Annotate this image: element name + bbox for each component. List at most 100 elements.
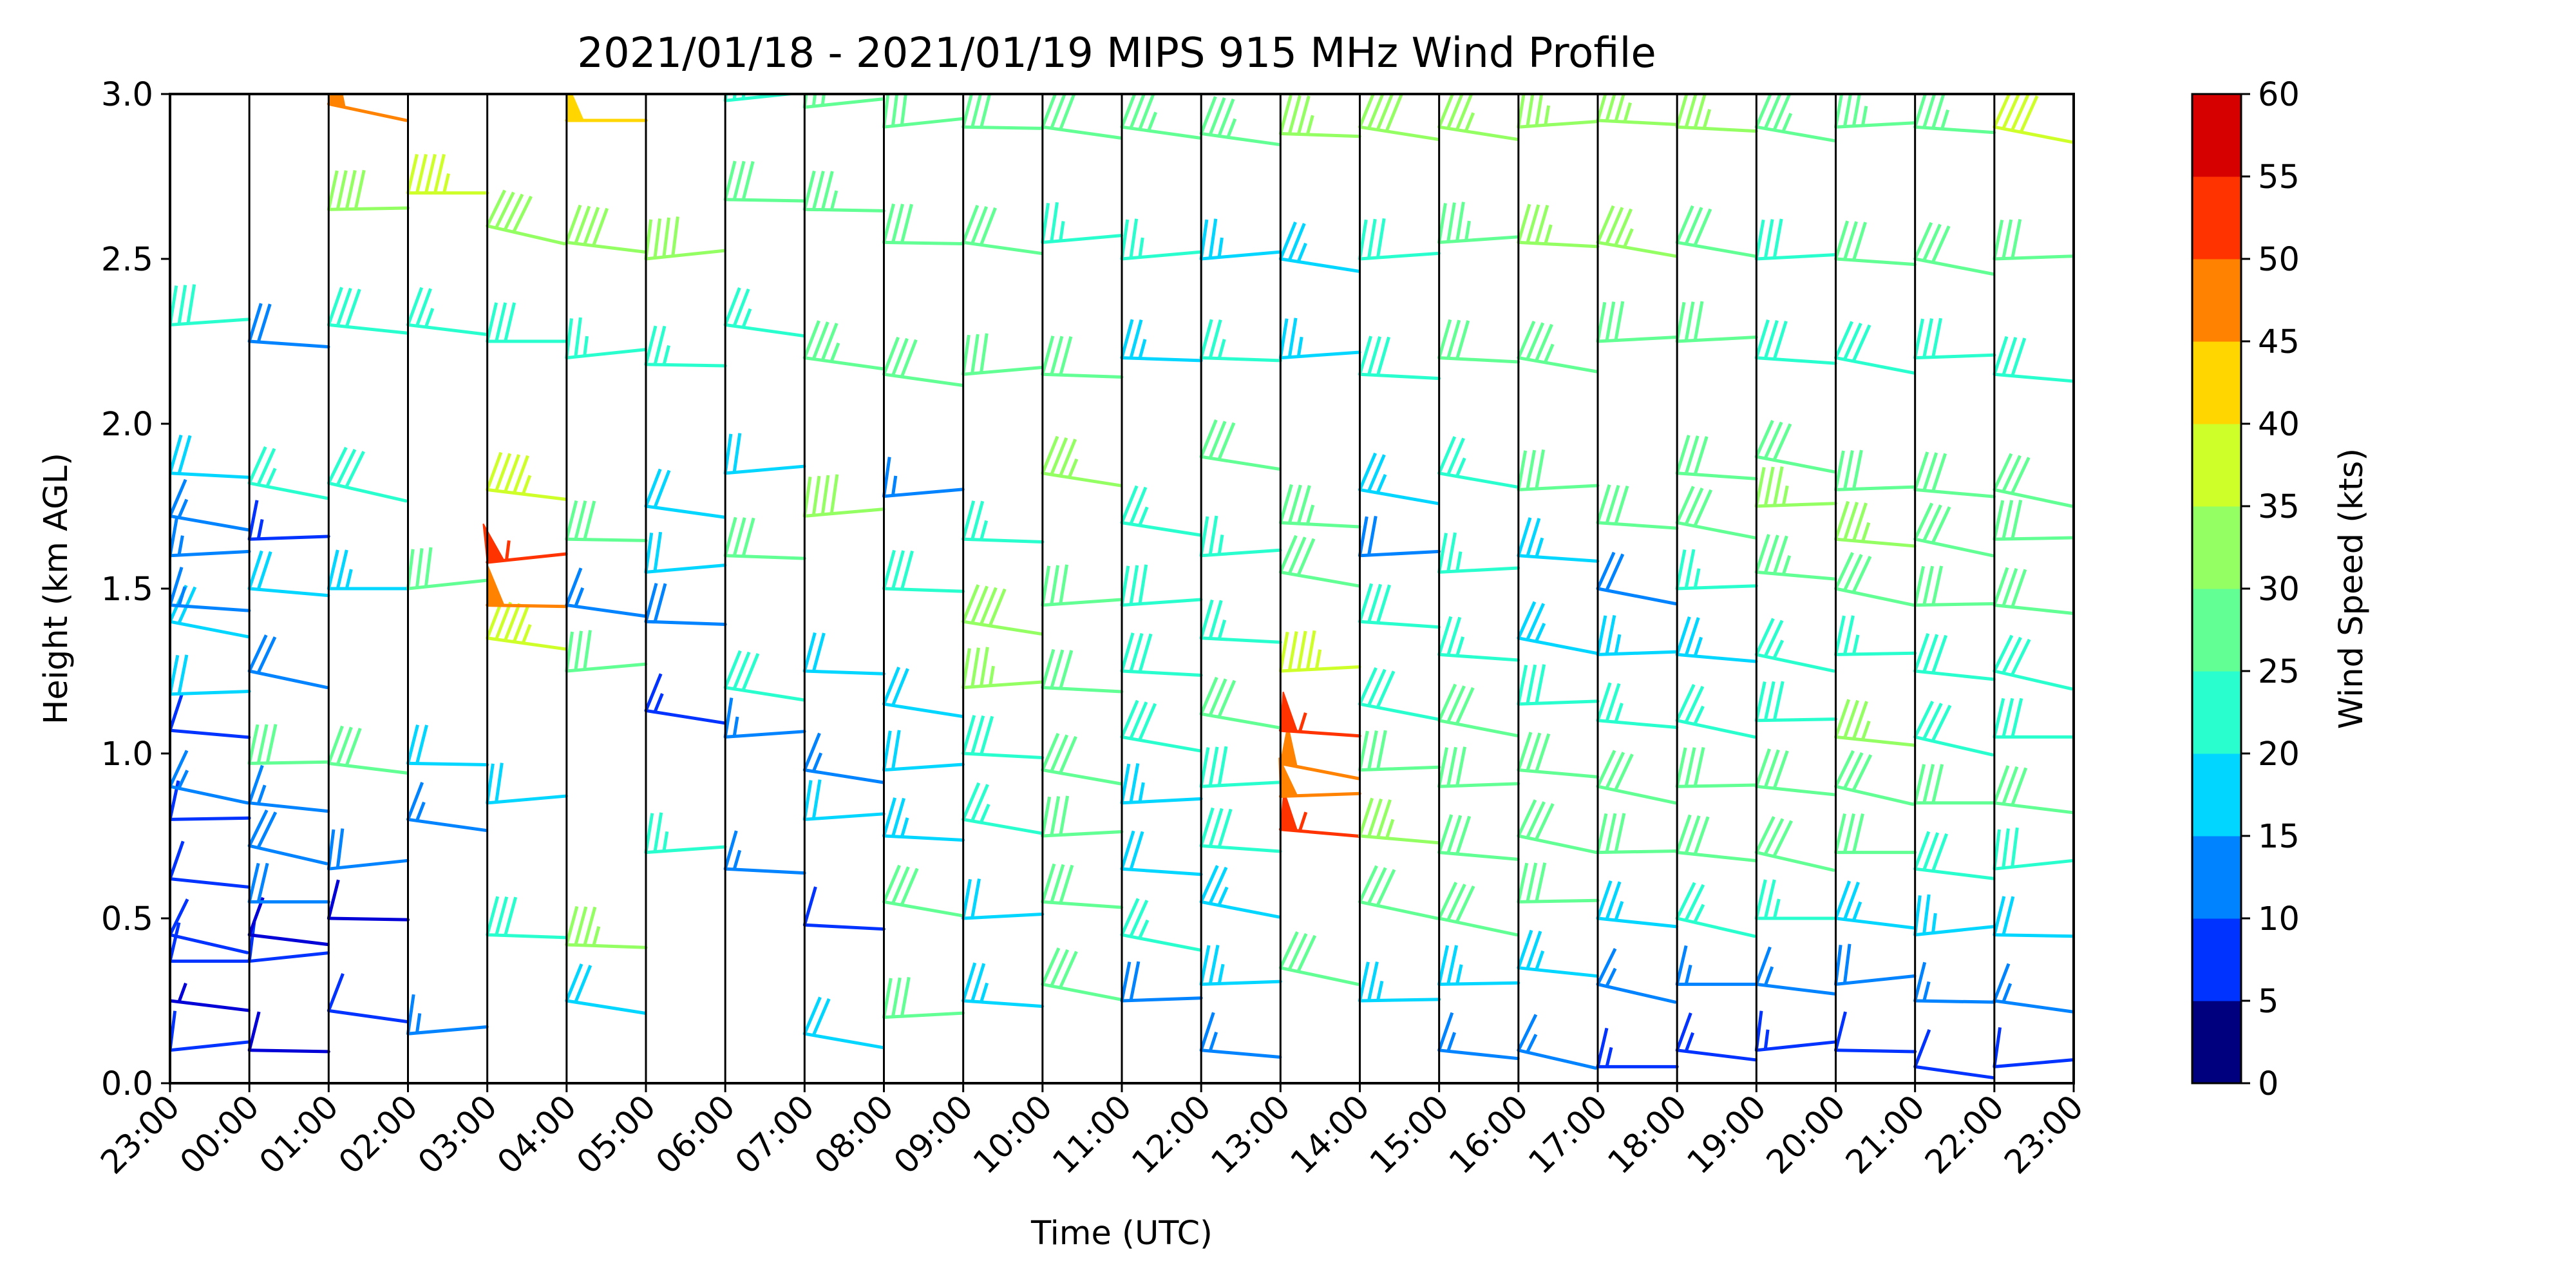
wind-barb	[170, 692, 251, 739]
y-tick-label: 0.5	[101, 900, 153, 938]
x-tick-label: 10:00	[966, 1088, 1060, 1182]
wind-barb	[482, 523, 568, 564]
wind-barb	[1358, 515, 1441, 558]
wind-barb	[1437, 1012, 1520, 1061]
y-tick-label: 2.5	[101, 241, 153, 279]
x-tick-label: 13:00	[1204, 1088, 1298, 1182]
wind-barb	[486, 189, 567, 246]
wind-barb	[170, 654, 251, 696]
wind-barb	[802, 732, 885, 784]
wind-barb	[644, 673, 726, 725]
wind-barb	[961, 584, 1043, 636]
wind-barb	[1358, 865, 1439, 920]
y-tick-label: 1.5	[101, 571, 153, 609]
wind-barb	[1517, 601, 1598, 655]
wind-barb	[1437, 683, 1519, 737]
colorbar-segment	[2192, 94, 2241, 177]
wind-barb	[1120, 961, 1203, 1003]
wind-barb	[327, 169, 410, 211]
wind-barb	[1834, 500, 1917, 548]
wind-barb	[723, 650, 806, 702]
x-tick-label: 16:00	[1442, 1088, 1536, 1182]
wind-barb	[1913, 831, 1996, 880]
wind-barb	[961, 647, 1045, 690]
wind-barb	[1517, 204, 1600, 249]
wind-barb	[1517, 664, 1600, 706]
x-tick-label: 23:00	[1998, 1088, 2092, 1182]
wind-barb	[961, 782, 1043, 835]
wind-barb	[1754, 419, 1836, 474]
wind-barb	[1596, 1027, 1679, 1068]
wind-barb	[1754, 1010, 1837, 1052]
x-axis-label: Time (UTC)	[1030, 1215, 1213, 1253]
wind-barb	[565, 94, 648, 122]
wind-barb	[1358, 218, 1441, 261]
wind-barb	[1437, 436, 1519, 489]
wind-barb	[1754, 748, 1837, 797]
wind-barb	[644, 583, 727, 626]
colorbar-segment	[2192, 176, 2241, 260]
x-tick-label: 01:00	[252, 1088, 346, 1182]
x-tick-label: 14:00	[1283, 1088, 1378, 1182]
x-tick-label: 20:00	[1759, 1088, 1853, 1182]
wind-barb	[1278, 535, 1361, 588]
wind-barb	[1913, 94, 1996, 135]
wind-barb	[1993, 896, 2074, 938]
wind-barb	[1199, 96, 1282, 147]
wind-barb	[1675, 683, 1757, 739]
wind-barb	[1278, 95, 1361, 138]
wind-barb	[1993, 94, 2074, 144]
wind-barb	[1834, 880, 1917, 930]
wind-barb	[1913, 222, 1995, 276]
wind-barb	[1913, 565, 1996, 607]
wind-barb	[1120, 564, 1203, 607]
wind-barb	[247, 550, 330, 598]
colorbar-segment	[2192, 341, 2241, 424]
wind-barb	[1754, 879, 1837, 920]
wind-barb	[327, 725, 410, 775]
wind-barb	[1517, 320, 1598, 374]
wind-barb	[1754, 946, 1837, 996]
wind-barb	[1913, 502, 1994, 558]
x-tick-label: 07:00	[728, 1088, 822, 1182]
wind-barb	[565, 567, 647, 618]
wind-barb	[486, 896, 569, 940]
x-tick-label: 09:00	[887, 1088, 981, 1182]
wind-barb	[1358, 667, 1439, 721]
wind-barb	[1278, 691, 1361, 738]
wind-barb	[644, 468, 726, 519]
wind-barb	[1517, 1014, 1598, 1070]
wind-barb	[1437, 202, 1520, 244]
wind-barb	[1199, 676, 1281, 730]
wind-barb	[1993, 499, 2074, 541]
wind-barb	[1041, 947, 1122, 1001]
wind-barb	[1517, 94, 1600, 129]
colorbar-tick-label: 55	[2258, 158, 2300, 196]
wind-barb	[1675, 814, 1758, 862]
wind-barb	[327, 879, 410, 922]
wind-barb	[1834, 450, 1917, 491]
wind-barb	[327, 94, 408, 122]
wind-barb	[1199, 319, 1282, 363]
wind-barb	[1993, 336, 2074, 383]
colorbar-tick-label: 10	[2258, 900, 2300, 938]
wind-barb	[1675, 945, 1758, 986]
x-tick-label: 12:00	[1125, 1088, 1219, 1182]
wind-barb	[1913, 451, 1996, 498]
wind-barb	[1041, 732, 1122, 786]
wind-barb	[1358, 961, 1441, 1003]
wind-barb	[961, 962, 1045, 1009]
wind-barb	[565, 500, 648, 542]
wind-barb	[406, 994, 489, 1036]
wind-barb	[406, 547, 489, 591]
wind-barb	[565, 905, 648, 949]
wind-barb	[723, 287, 806, 338]
wind-barb	[170, 478, 250, 532]
wind-barb	[486, 302, 569, 343]
wind-barb	[644, 812, 727, 855]
wind-barb	[1993, 697, 2074, 739]
wind-barb	[1041, 94, 1123, 140]
wind-barb	[247, 724, 330, 765]
wind-barb	[1199, 218, 1282, 261]
wind-barb	[170, 922, 251, 963]
